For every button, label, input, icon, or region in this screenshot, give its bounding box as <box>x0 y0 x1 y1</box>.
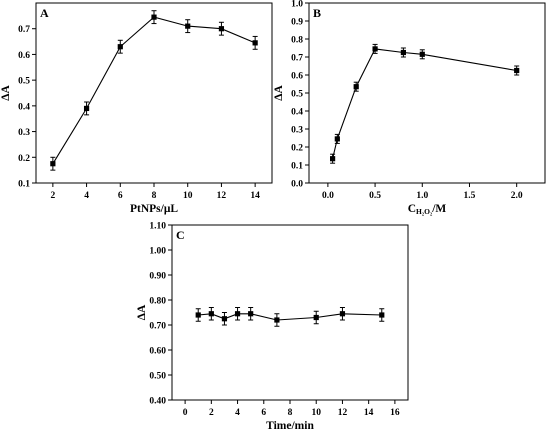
data-point <box>330 156 336 162</box>
x-tick-label: 8 <box>152 191 157 201</box>
plot-frame <box>35 2 273 184</box>
panel-label: A <box>40 6 49 20</box>
data-point <box>195 312 201 318</box>
y-tick-label: 0.6 <box>291 72 303 82</box>
x-tick-label: 0.5 <box>369 191 381 201</box>
data-point <box>379 312 385 318</box>
series-line <box>52 16 256 164</box>
x-axis-title: Time/min <box>266 420 314 432</box>
panel-c: C 0 2 4 6 8 10 12 14 16 0.40 0.50 0.60 0.70 0.80 0.90 1.… <box>136 222 409 432</box>
x-tick-label: 2 <box>50 191 55 201</box>
x-tick-label: 2 <box>209 408 214 418</box>
data-point <box>185 23 191 29</box>
data-point <box>353 84 359 90</box>
data-point <box>274 317 280 323</box>
y-tick-label: 0.4 <box>18 102 30 112</box>
y-tick-label: 0.3 <box>18 128 30 138</box>
x-tick-label: 8 <box>288 408 293 418</box>
x-tick-label: 6 <box>261 408 266 418</box>
y-axis-title: ΔA <box>273 85 285 101</box>
panel-label: C <box>176 228 185 242</box>
y-tick-label: 0.9 <box>291 18 303 28</box>
data-point <box>400 49 406 56</box>
x-tick-label: 14 <box>364 408 374 418</box>
data-point <box>514 67 520 74</box>
y-tick-label: 0.8 <box>291 36 303 46</box>
data-point <box>218 26 225 32</box>
x-tick-label: 10 <box>183 191 193 201</box>
y-tick-label: 0.1 <box>291 162 303 172</box>
y-tick-label: 0.3 <box>291 126 303 136</box>
y-tick-label: 0.7 <box>291 54 303 64</box>
data-point <box>208 311 214 317</box>
data-point <box>339 311 346 317</box>
y-tick-label: 0.5 <box>18 77 30 87</box>
y-tick-label: 0.4 <box>291 108 303 118</box>
data-point <box>234 311 241 317</box>
x-tick-label: 2.0 <box>511 191 523 201</box>
x-tick-label: 14 <box>250 191 260 201</box>
y-tick-label: 0.1 <box>18 180 30 190</box>
y-tick-label: 0.2 <box>291 144 303 154</box>
data-point <box>313 314 319 321</box>
y-tick-label: 0.5 <box>291 90 303 100</box>
y-tick-label: 0.90 <box>149 272 166 282</box>
x-tick-label: 4 <box>235 408 240 418</box>
data-point <box>372 46 378 52</box>
data-point <box>117 44 123 50</box>
series-line <box>332 48 517 159</box>
y-tick-label: 1.10 <box>149 222 166 232</box>
x-tick-label: 0.0 <box>322 191 334 201</box>
y-tick-label: 0.60 <box>149 347 166 357</box>
y-tick-label: 1.0 <box>291 0 303 10</box>
x-tick-label: 0 <box>183 408 188 418</box>
y-tick-label: 0.0 <box>291 180 303 190</box>
x-tick-label: 1.5 <box>464 191 476 201</box>
x-axis-title: PtNPs/μL <box>130 203 178 215</box>
panel-b: B 0.0 0.5 1.0 1.5 2.0 0.0 0.1 0.2 0.3 0.4 0.5 0.6 0.7… <box>273 0 546 216</box>
plot-frame <box>308 2 546 184</box>
data-point <box>334 136 340 142</box>
y-tick-label: 0.50 <box>149 372 166 382</box>
plot-frame <box>171 224 409 401</box>
x-tick-label: 1.0 <box>416 191 428 201</box>
x-tick-label: 16 <box>390 408 400 418</box>
data-point <box>252 40 258 46</box>
y-tick-label: 1.00 <box>149 247 166 257</box>
data-point <box>419 51 425 57</box>
y-tick-label: 0.2 <box>18 154 30 164</box>
x-tick-label: 12 <box>338 408 348 418</box>
data-point <box>221 316 228 322</box>
y-tick-label: 0.70 <box>149 322 166 332</box>
x-tick-label: 6 <box>118 191 123 201</box>
y-tick-label: 0.6 <box>18 51 30 61</box>
y-tick-label: 0.40 <box>149 397 166 407</box>
x-tick-label: 10 <box>311 408 321 418</box>
panel-a: A 2 4 6 8 10 12 14 0.1 0.2 0.3 0.4 0.5 0.6 0.7 PtNPs/μL… <box>0 2 273 215</box>
data-point <box>248 311 254 317</box>
y-tick-label: 0.7 <box>18 25 30 35</box>
data-point <box>50 161 56 167</box>
y-axis-title: ΔA <box>136 304 148 320</box>
panel-label: B <box>313 6 321 20</box>
y-axis-title: ΔA <box>0 85 12 101</box>
data-point <box>83 105 90 112</box>
data-point <box>151 14 157 20</box>
y-tick-label: 0.80 <box>149 297 166 307</box>
x-tick-label: 12 <box>217 191 227 201</box>
x-axis-title: CH₂O₂/M <box>408 203 447 216</box>
x-tick-label: 4 <box>84 191 89 201</box>
